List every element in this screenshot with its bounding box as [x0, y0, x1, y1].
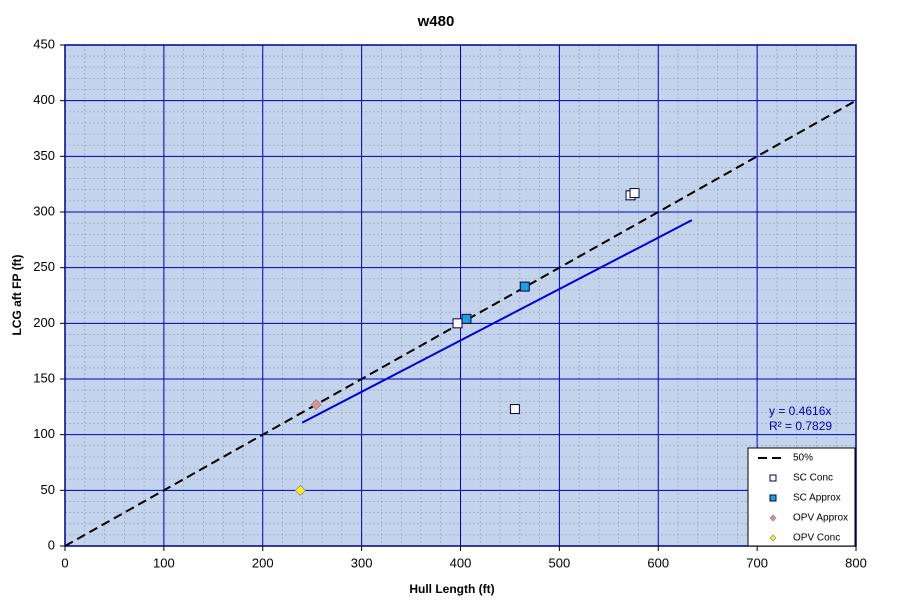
x-tick-label: 500 [549, 555, 571, 570]
legend-label: OPV Approx [793, 513, 848, 524]
legend-label: 50% [793, 453, 813, 464]
y-tick-label: 200 [33, 315, 55, 330]
trendline [301, 219, 693, 424]
point [294, 484, 306, 496]
point [519, 281, 530, 292]
y-tick-label: 100 [33, 426, 55, 441]
x-tick-label: 100 [153, 555, 175, 570]
legend-swatch [769, 494, 777, 502]
legend-swatch [769, 514, 777, 522]
legend-label: OPV Conc [793, 533, 840, 544]
y-tick-label: 50 [41, 482, 55, 497]
chart-title: w480 [417, 13, 455, 30]
x-tick-label: 400 [450, 555, 472, 570]
x-axis-title: Hull Length (ft) [409, 582, 494, 596]
x-tick-label: 700 [746, 555, 768, 570]
y-tick-label: 450 [33, 36, 55, 51]
trend-equation: y = 0.4616x [769, 404, 831, 418]
y-tick-label: 150 [33, 370, 55, 385]
legend-label: SC Conc [793, 473, 833, 484]
x-tick-label: 600 [647, 555, 669, 570]
x-tick-label: 200 [252, 555, 274, 570]
legend-label: SC Approx [793, 493, 841, 504]
trend-r-squared: R² = 0.7829 [769, 419, 832, 433]
x-tick-label: 0 [61, 555, 68, 570]
x-tick-label: 300 [351, 555, 373, 570]
point [461, 313, 472, 324]
point [452, 318, 463, 329]
y-axis-title: LCG aft FP (ft) [10, 254, 24, 335]
y-tick-label: 400 [33, 92, 55, 107]
point [310, 399, 322, 411]
y-tick-label: 350 [33, 148, 55, 163]
point [629, 188, 640, 199]
legend-swatch [769, 474, 777, 482]
legend-box [747, 447, 856, 547]
y-tick-label: 0 [48, 537, 55, 552]
point [509, 404, 520, 415]
y-tick-label: 300 [33, 203, 55, 218]
y-tick-label: 250 [33, 259, 55, 274]
plot-border [64, 44, 857, 547]
legend-swatch [769, 534, 777, 542]
x-tick-label: 800 [845, 555, 867, 570]
